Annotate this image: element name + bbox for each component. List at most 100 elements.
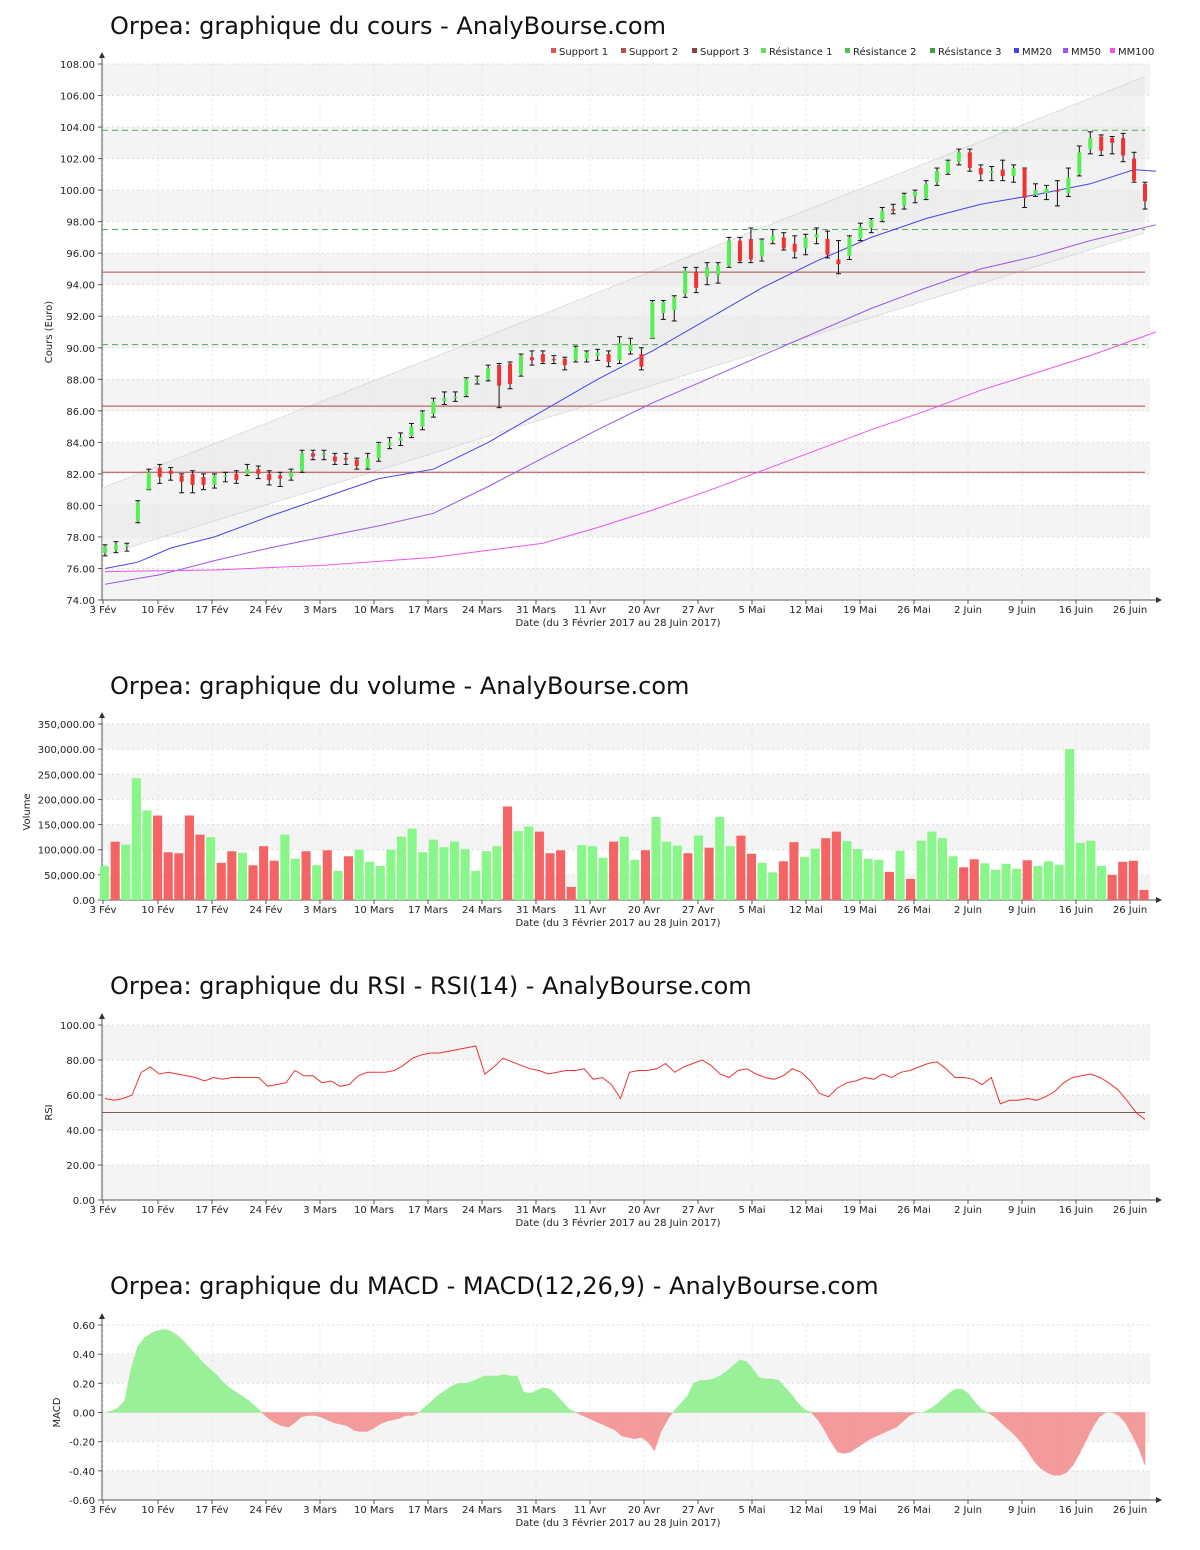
candle xyxy=(1142,181,1148,210)
volume-bar xyxy=(768,872,778,900)
x-tick-label: 17 Fév xyxy=(195,1504,228,1516)
legend-label: Support 1 xyxy=(559,47,608,58)
macd-segment xyxy=(627,1412,636,1440)
macd-segment xyxy=(163,1329,171,1413)
candle xyxy=(617,336,623,365)
macd-segment xyxy=(431,1394,439,1413)
volume-bar xyxy=(874,859,884,900)
volume-bar xyxy=(428,839,438,900)
x-tick-label: 24 Mars xyxy=(462,605,502,616)
candle-body xyxy=(967,152,972,169)
rsi-line xyxy=(104,1045,1146,1120)
panel-volume: Orpea: graphique du volume - AnalyBourse… xyxy=(22,672,1162,929)
x-tick-label: 9 Juin xyxy=(1008,1205,1036,1216)
x-axis-arrow xyxy=(1156,1197,1162,1203)
candle-body xyxy=(278,475,283,479)
macd-segment xyxy=(385,1412,394,1422)
x-tick-label: 2 Juin xyxy=(954,1205,982,1216)
candle-body xyxy=(902,194,907,206)
macd-segment xyxy=(569,1409,577,1413)
candle xyxy=(277,471,283,487)
x-tick-label: 3 Mars xyxy=(303,1205,337,1216)
candle xyxy=(1120,132,1126,163)
macd-segment xyxy=(869,1412,878,1440)
candle xyxy=(146,468,152,491)
x-tick-label: 3 Fév xyxy=(90,904,117,916)
candle-body xyxy=(650,302,655,339)
macd-segment xyxy=(457,1383,466,1413)
y-tick-label: 90.00 xyxy=(66,344,95,355)
volume-bar xyxy=(598,857,608,900)
candle-body xyxy=(1088,138,1093,150)
x-tick-label: 12 Mai xyxy=(789,1505,822,1516)
x-tick-label: 26 Juin xyxy=(1113,1505,1147,1516)
volume-bar xyxy=(153,815,163,900)
x-tick-label: 9 Juin xyxy=(1008,905,1036,916)
grid-band xyxy=(102,505,1150,537)
y-tick-label: 100,000.00 xyxy=(38,846,95,857)
y-tick-label: -0.40 xyxy=(69,1467,95,1478)
candle xyxy=(179,473,185,494)
x-tick-label: 2 Juin xyxy=(954,605,982,616)
volume-bar xyxy=(121,844,131,900)
grid-band xyxy=(102,1470,1150,1500)
x-tick-label: 3 Mars xyxy=(303,905,337,916)
candle xyxy=(638,347,644,371)
x-tick-label: 11 Avr xyxy=(574,905,607,916)
volume-bar xyxy=(100,865,110,900)
x-tick-label: 11 Avr xyxy=(574,1505,607,1516)
macd-segment xyxy=(856,1412,865,1449)
trend-channel-upper xyxy=(101,76,1146,489)
x-tick-label: 5 Mai xyxy=(738,605,765,616)
y-tick-label: 108.00 xyxy=(60,60,95,71)
macd-segment xyxy=(235,1391,243,1413)
x-tick-label: 20 Avr xyxy=(628,605,661,616)
x-tick-label: 24 Fév xyxy=(249,604,282,616)
candle-body xyxy=(376,443,381,459)
candle xyxy=(956,148,962,166)
volume-bar xyxy=(481,851,491,900)
volume-bar xyxy=(195,834,205,900)
candle xyxy=(222,471,228,483)
candle-body xyxy=(672,297,677,310)
volume-bar xyxy=(1086,840,1096,900)
volume-bar xyxy=(110,841,120,900)
volume-bar xyxy=(375,865,385,900)
candle-body xyxy=(573,347,578,361)
macd-segment xyxy=(451,1382,459,1413)
candle xyxy=(1000,159,1006,182)
candle xyxy=(266,470,272,486)
candle xyxy=(1033,183,1039,197)
candle xyxy=(857,222,863,242)
candle-body xyxy=(387,442,392,446)
macd-segment xyxy=(771,1378,780,1413)
candle xyxy=(890,203,896,215)
candle-body xyxy=(759,240,764,257)
macd-segment xyxy=(804,1409,812,1413)
macd-segment xyxy=(183,1340,191,1413)
volume-bar xyxy=(333,870,343,900)
macd-segment xyxy=(392,1412,400,1421)
candle xyxy=(660,299,666,320)
volume-bar xyxy=(683,853,693,900)
chart-title: Orpea: graphique du RSI - RSI(14) - Anal… xyxy=(110,972,752,1000)
candle-body xyxy=(420,412,425,427)
x-tick-label: 16 Juin xyxy=(1059,605,1093,616)
x-tick-label: 17 Mars xyxy=(408,1205,448,1216)
x-tick-label: 24 Fév xyxy=(249,904,282,916)
y-tick-label: 0.00 xyxy=(73,896,95,907)
macd-segment xyxy=(830,1412,838,1453)
macd-segment xyxy=(366,1412,374,1432)
candle xyxy=(759,238,765,262)
volume-bar xyxy=(1065,749,1075,900)
legend-label: Résistance 2 xyxy=(853,46,916,58)
volume-bar xyxy=(248,865,258,900)
volume-bar xyxy=(693,835,704,900)
macd-segment xyxy=(739,1359,747,1413)
volume-bar xyxy=(725,846,735,900)
x-tick-label: 12 Mai xyxy=(789,1205,822,1216)
legend-swatch xyxy=(1014,48,1019,53)
y-tick-label: 80.00 xyxy=(66,501,95,512)
x-axis-arrow xyxy=(1156,1497,1162,1503)
candle xyxy=(573,345,579,363)
